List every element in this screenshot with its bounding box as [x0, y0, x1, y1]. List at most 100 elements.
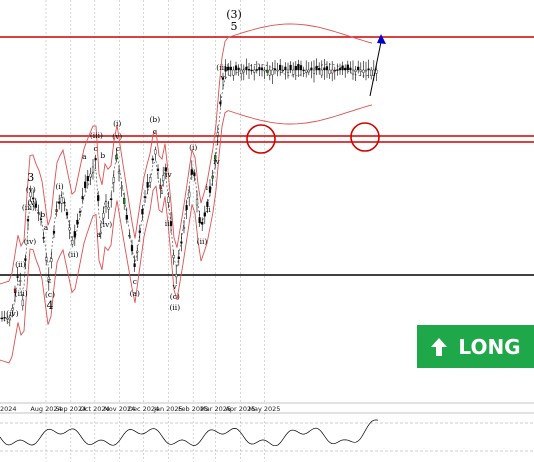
- candle-body: [289, 64, 292, 71]
- candle-body: [273, 68, 277, 71]
- candle-body: [232, 69, 235, 76]
- candle-body: [47, 276, 50, 282]
- candle-body: [115, 154, 118, 160]
- candle-body: [58, 201, 61, 204]
- x-tick-label: Aug 2024: [30, 405, 61, 413]
- wave-label: (c): [170, 292, 180, 301]
- oscillator-panel: [0, 412, 534, 452]
- candle-body: [55, 209, 58, 212]
- candle-body: [78, 211, 82, 213]
- candle-body: [107, 206, 110, 210]
- candle-body: [357, 66, 360, 71]
- x-tick-label: Jan 2025: [153, 405, 183, 413]
- candle-body: [63, 202, 66, 204]
- candle-body: [255, 69, 258, 71]
- candle-body: [138, 230, 141, 233]
- candle-body: [34, 203, 37, 208]
- candle-body: [21, 299, 24, 307]
- x-tick-label: Nov 2024: [104, 405, 135, 413]
- candle-body: [73, 231, 76, 238]
- candle-body: [130, 245, 134, 252]
- wave-label: v: [172, 282, 178, 291]
- candle-body: [338, 68, 342, 71]
- wave-label: (v): [27, 198, 37, 207]
- wave-label: (i): [189, 143, 197, 152]
- x-tick-label: Apr 2025: [225, 405, 255, 413]
- candle-body: [76, 219, 79, 225]
- candle-body: [8, 317, 11, 321]
- wave-label: (ii): [197, 237, 208, 246]
- candle-body: [341, 65, 344, 71]
- signal-label: LONG: [458, 334, 521, 359]
- wave-label: 5: [231, 20, 238, 33]
- candle-body: [320, 69, 323, 76]
- candle-body: [13, 288, 17, 293]
- wave-label: (iii): [22, 203, 35, 212]
- candle-body: [237, 67, 240, 71]
- candle-body: [229, 66, 232, 71]
- wave-label: (b): [149, 115, 160, 124]
- candle-body: [310, 67, 313, 71]
- wave-label: iii: [165, 219, 173, 228]
- candle-body: [221, 77, 225, 80]
- candle-body: [323, 67, 326, 71]
- candle-body: [276, 69, 279, 72]
- candle-body: [214, 155, 217, 160]
- candle-body: [50, 258, 53, 262]
- candle-body: [45, 257, 48, 261]
- candle-body: [328, 69, 331, 74]
- oscillator-line: [0, 419, 379, 447]
- candle-body: [128, 235, 131, 237]
- annotations: [246, 34, 386, 154]
- projection-line: [369, 41, 382, 97]
- wave-label: c: [116, 144, 120, 153]
- candle-body: [245, 66, 248, 71]
- candle-body: [294, 65, 297, 71]
- candle-body: [263, 69, 266, 72]
- candle-body: [292, 69, 295, 75]
- candle-body: [52, 231, 56, 234]
- candle-body: [201, 221, 204, 225]
- candle-body: [71, 239, 74, 245]
- candle-body: [149, 177, 152, 183]
- candle-body: [91, 166, 95, 173]
- candle-body: [375, 69, 378, 74]
- candle-body: [97, 195, 100, 201]
- x-tick-label: Sep 2024: [55, 405, 86, 413]
- wave-label: (v): [26, 185, 36, 194]
- candle-body: [19, 280, 22, 282]
- wave-label: (a): [130, 289, 140, 298]
- candle-body: [188, 191, 191, 198]
- candle-body: [143, 196, 147, 198]
- candle-body: [190, 169, 193, 175]
- candle-body: [351, 69, 355, 75]
- wave-label: a: [82, 152, 87, 161]
- candle-body: [104, 201, 108, 207]
- x-tick-label: Mar 2025: [200, 405, 231, 413]
- wave-label: c: [47, 276, 51, 285]
- candle-body: [203, 212, 206, 217]
- candle-body: [359, 69, 362, 72]
- breakout-circle-1: [246, 124, 276, 154]
- candle-body: [89, 173, 92, 178]
- x-tick-label: May 2025: [248, 405, 280, 413]
- arrow-up-icon: [431, 337, 448, 356]
- wave-label: (iii): [15, 289, 28, 298]
- candle-body: [219, 101, 222, 105]
- wave-label: (iii): [90, 131, 103, 140]
- candle-body: [141, 208, 144, 215]
- x-tick-label: Dec 2024: [128, 405, 159, 413]
- candle-body: [32, 197, 35, 200]
- candle-body: [297, 64, 300, 71]
- candle-body: [312, 69, 316, 74]
- candle-body: [354, 69, 357, 72]
- wave-label: i: [161, 187, 164, 196]
- candle-body: [6, 317, 9, 320]
- candle-body: [29, 191, 32, 197]
- candle-body: [120, 187, 123, 189]
- wave-label: (ii): [68, 250, 79, 259]
- candle-body: [110, 198, 113, 200]
